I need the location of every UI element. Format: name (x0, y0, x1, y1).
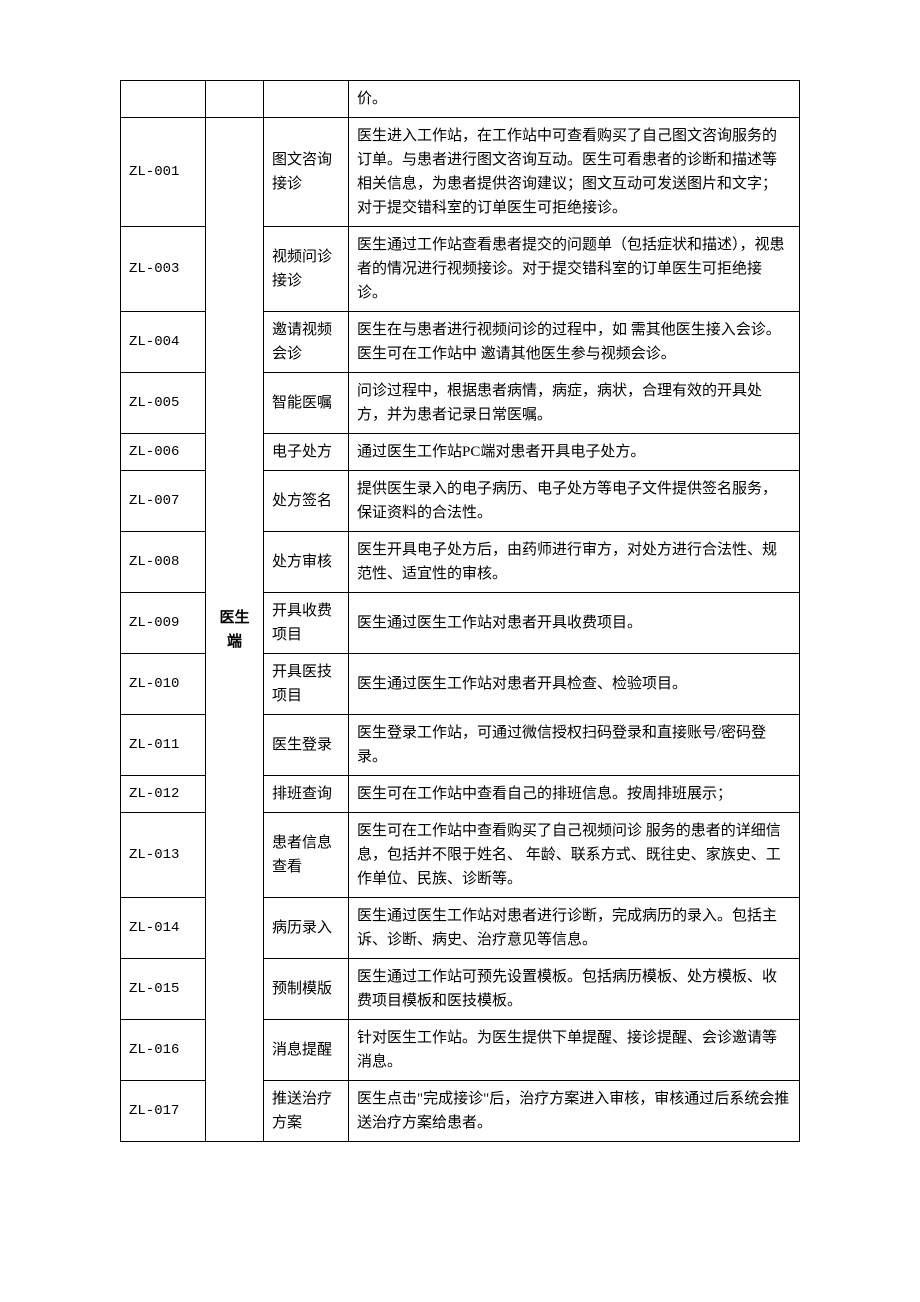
cell-name: 医生登录 (264, 715, 349, 776)
cell-code: ZL-001 (121, 118, 206, 227)
cell-code: ZL-007 (121, 471, 206, 532)
cell-code: ZL-006 (121, 434, 206, 471)
cell-desc: 问诊过程中，根据患者病情，病症，病状，合理有效的开具处方，并为患者记录日常医嘱。 (349, 373, 800, 434)
cell-desc: 医生通过工作站可预先设置模板。包括病历模板、处方模板、收费项目模板和医技模板。 (349, 959, 800, 1020)
cell-name: 病历录入 (264, 898, 349, 959)
cell-desc: 医生通过医生工作站对患者开具收费项目。 (349, 593, 800, 654)
cell-code: ZL-014 (121, 898, 206, 959)
cell-name: 电子处方 (264, 434, 349, 471)
function-table: 价。 ZL-001 医生端 图文咨询接诊 医生进入工作站，在工作站中可查看购买了… (120, 80, 800, 1142)
cell-name: 邀请视频会诊 (264, 312, 349, 373)
cell-code: ZL-010 (121, 654, 206, 715)
cell-name: 开具医技项目 (264, 654, 349, 715)
cell-desc-fragment: 价。 (349, 81, 800, 118)
cell-category: 医生端 (206, 118, 264, 1142)
cell-name-empty (264, 81, 349, 118)
table-row: ZL-001 医生端 图文咨询接诊 医生进入工作站，在工作站中可查看购买了自己图… (121, 118, 800, 227)
cell-code: ZL-012 (121, 776, 206, 813)
cell-name: 处方签名 (264, 471, 349, 532)
cell-desc: 针对医生工作站。为医生提供下单提醒、接诊提醒、会诊邀请等消息。 (349, 1020, 800, 1081)
cell-name: 排班查询 (264, 776, 349, 813)
cell-desc: 提供医生录入的电子病历、电子处方等电子文件提供签名服务，保证资料的合法性。 (349, 471, 800, 532)
cell-code: ZL-013 (121, 813, 206, 898)
cell-code: ZL-015 (121, 959, 206, 1020)
cell-desc: 医生进入工作站，在工作站中可查看购买了自己图文咨询服务的订单。与患者进行图文咨询… (349, 118, 800, 227)
cell-desc: 通过医生工作站PC端对患者开具电子处方。 (349, 434, 800, 471)
cell-code: ZL-017 (121, 1081, 206, 1142)
cell-name: 推送治疗方案 (264, 1081, 349, 1142)
cell-code: ZL-005 (121, 373, 206, 434)
cell-desc: 医生在与患者进行视频问诊的过程中，如 需其他医生接入会诊。医生可在工作站中 邀请… (349, 312, 800, 373)
cell-desc: 医生点击"完成接诊"后，治疗方案进入审核，审核通过后系统会推送治疗方案给患者。 (349, 1081, 800, 1142)
cell-name: 开具收费项目 (264, 593, 349, 654)
cell-category-empty (206, 81, 264, 118)
cell-desc: 医生通过医生工作站对患者进行诊断，完成病历的录入。包括主诉、诊断、病史、治疗意见… (349, 898, 800, 959)
cell-code: ZL-009 (121, 593, 206, 654)
cell-name: 患者信息查看 (264, 813, 349, 898)
cell-code: ZL-011 (121, 715, 206, 776)
cell-name: 图文咨询接诊 (264, 118, 349, 227)
cell-desc: 医生可在工作站中查看自己的排班信息。按周排班展示； (349, 776, 800, 813)
cell-code: ZL-003 (121, 227, 206, 312)
cell-desc: 医生通过医生工作站对患者开具检查、检验项目。 (349, 654, 800, 715)
cell-name: 智能医嘱 (264, 373, 349, 434)
cell-name: 预制模版 (264, 959, 349, 1020)
cell-desc: 医生通过工作站查看患者提交的问题单（包括症状和描述），视患者的情况进行视频接诊。… (349, 227, 800, 312)
cell-code: ZL-004 (121, 312, 206, 373)
table-row: 价。 (121, 81, 800, 118)
cell-desc: 医生登录工作站，可通过微信授权扫码登录和直接账号/密码登录。 (349, 715, 800, 776)
cell-name: 消息提醒 (264, 1020, 349, 1081)
cell-code: ZL-016 (121, 1020, 206, 1081)
cell-name: 处方审核 (264, 532, 349, 593)
cell-desc: 医生开具电子处方后，由药师进行审方，对处方进行合法性、规范性、适宜性的审核。 (349, 532, 800, 593)
cell-desc: 医生可在工作站中查看购买了自己视频问诊 服务的患者的详细信息，包括并不限于姓名、… (349, 813, 800, 898)
cell-code: ZL-008 (121, 532, 206, 593)
cell-code-empty (121, 81, 206, 118)
cell-name: 视频问诊接诊 (264, 227, 349, 312)
